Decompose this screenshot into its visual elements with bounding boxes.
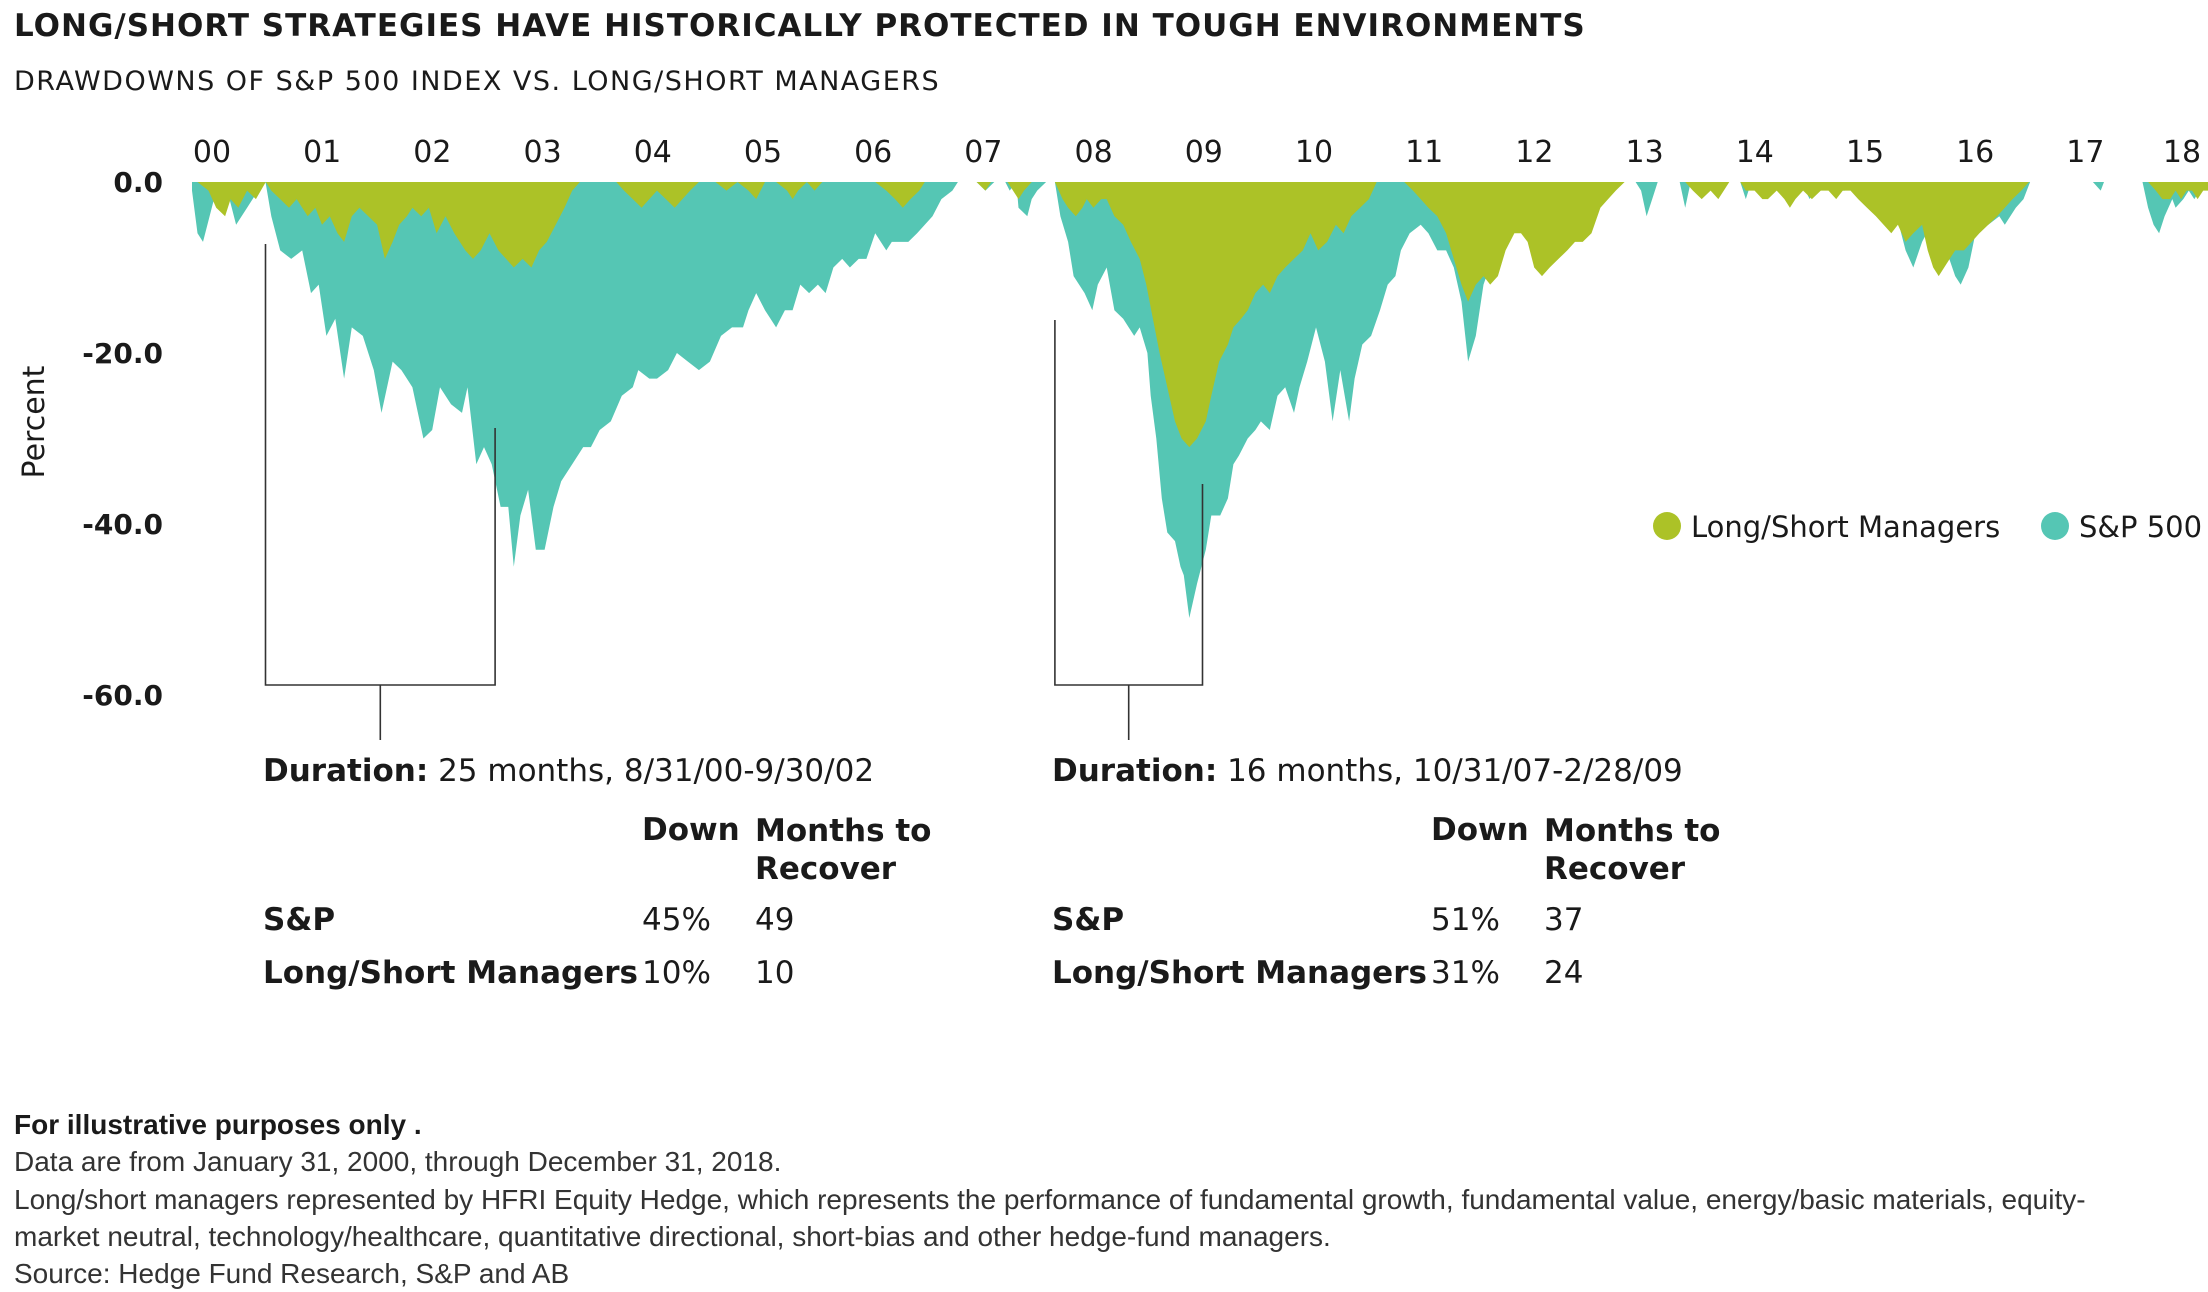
x-tick-label: 15 <box>1846 135 1884 170</box>
row-label-ls-2: Long/Short Managers <box>1052 955 1427 991</box>
long-short-area <box>192 182 2208 448</box>
x-tick-label: 07 <box>964 135 1002 170</box>
row-label-sp-1: S&P <box>263 902 336 938</box>
legend-swatch-long-short <box>1653 512 1681 540</box>
row-label-ls-1: Long/Short Managers <box>263 955 638 991</box>
x-tick-label: 00 <box>193 135 231 170</box>
x-tick-label: 09 <box>1185 135 1223 170</box>
footnote-disclaimer: For illustrative purposes only . <box>14 1109 422 1140</box>
y-tick-label: 0.0 <box>113 166 163 199</box>
row-down-ls-2: 31% <box>1431 955 1500 991</box>
x-tick-label: 13 <box>1626 135 1664 170</box>
drawdown-bracket <box>1054 320 1204 740</box>
x-tick-label: 06 <box>854 135 892 170</box>
row-months-ls-1: 10 <box>755 955 795 991</box>
col-header-down-2: Down <box>1431 812 1529 848</box>
x-tick-label: 14 <box>1736 135 1774 170</box>
legend-label-long-short: Long/Short Managers <box>1691 510 2000 544</box>
drawdown-bracket <box>264 244 496 740</box>
col-header-months-1: Months to Recover <box>755 813 932 887</box>
x-tick-label: 17 <box>2066 135 2104 170</box>
row-months-sp-2: 37 <box>1544 902 1584 938</box>
row-down-sp-2: 51% <box>1431 902 1500 938</box>
row-label-sp-2: S&P <box>1052 902 1125 938</box>
x-tick-label: 01 <box>303 135 341 170</box>
footnote-description-line1: Long/short managers represented by HFRI … <box>14 1184 2086 1215</box>
footnote-description-line2: market neutral, technology/healthcare, q… <box>14 1221 1331 1252</box>
x-tick-label: 04 <box>634 135 672 170</box>
col-header-months-2: Months to Recover <box>1544 813 1721 887</box>
x-tick-label: 16 <box>1956 135 1994 170</box>
footnote-data-range: Data are from January 31, 2000, through … <box>14 1146 782 1177</box>
y-tick-label: -60.0 <box>82 679 163 712</box>
x-tick-label: 08 <box>1075 135 1113 170</box>
row-months-sp-1: 49 <box>755 902 795 938</box>
x-tick-label: 05 <box>744 135 782 170</box>
duration-annotation-1: Duration: 25 months, 8/31/00-9/30/02 <box>263 753 874 789</box>
legend-label-sp500: S&P 500 <box>2079 510 2202 544</box>
duration-text-1: 25 months, 8/31/00-9/30/02 <box>428 753 875 789</box>
y-axis-label: Percent <box>17 365 52 478</box>
x-tick-label: 12 <box>1515 135 1553 170</box>
duration-annotation-2: Duration: 16 months, 10/31/07-2/28/09 <box>1052 753 1683 789</box>
chart-title: LONG/SHORT STRATEGIES HAVE HISTORICALLY … <box>14 8 1586 44</box>
col-header-down-1: Down <box>642 812 740 848</box>
legend: Long/Short Managers S&P 500 <box>1653 510 2202 544</box>
x-tick-label: 02 <box>413 135 451 170</box>
duration-text-2: 16 months, 10/31/07-2/28/09 <box>1217 753 1683 789</box>
x-tick-label: 11 <box>1405 135 1443 170</box>
row-down-ls-1: 10% <box>642 955 711 991</box>
chart-subtitle: DRAWDOWNS OF S&P 500 INDEX VS. LONG/SHOR… <box>14 66 941 97</box>
y-tick-label: -40.0 <box>82 508 163 541</box>
row-months-ls-2: 24 <box>1544 955 1584 991</box>
duration-label-1: Duration: <box>263 753 429 789</box>
row-down-sp-1: 45% <box>642 902 711 938</box>
drawdown-chart: 0.0 -20.0 -40.0 -60.0 00 01 02 03 04 05 06 07 08 09 1… <box>17 135 2208 740</box>
x-tick-label: 10 <box>1295 135 1333 170</box>
x-tick-label: 18 <box>2163 135 2201 170</box>
x-tick-label: 03 <box>524 135 562 170</box>
footnote-source: Source: Hedge Fund Research, S&P and AB <box>14 1258 570 1289</box>
duration-label-2: Duration: <box>1052 753 1218 789</box>
legend-swatch-sp500 <box>2041 512 2069 540</box>
y-tick-label: -20.0 <box>82 337 163 370</box>
